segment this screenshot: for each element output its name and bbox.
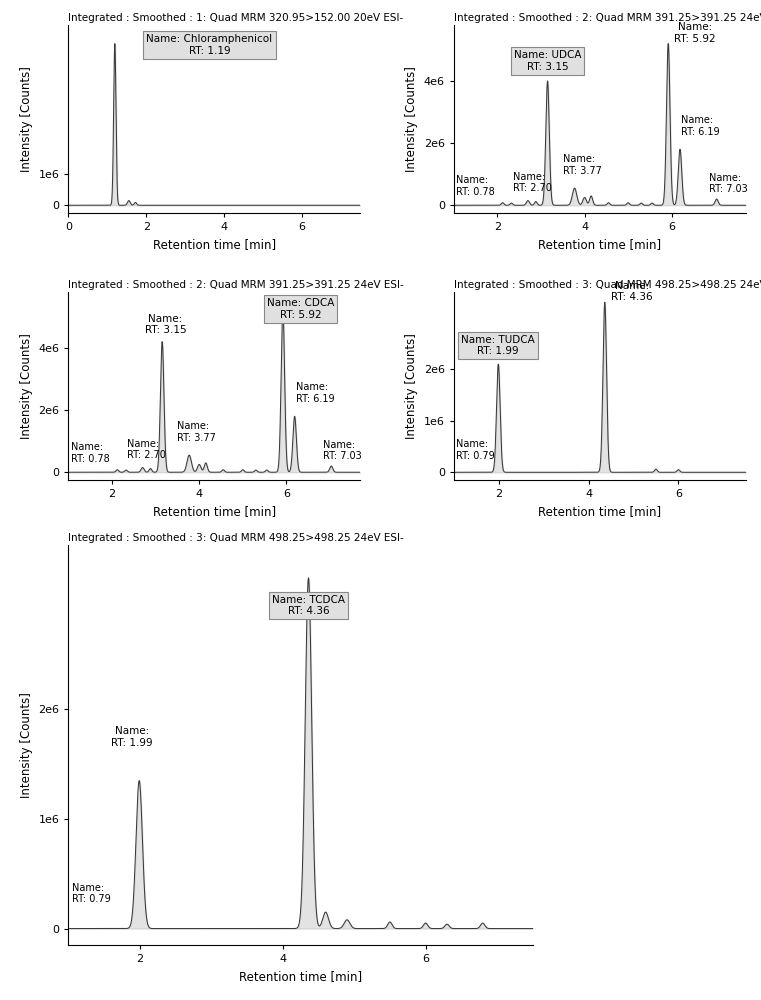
Text: Name:
RT: 5.92: Name: RT: 5.92: [674, 22, 715, 44]
Text: Name: Chloramphenicol
RT: 1.19: Name: Chloramphenicol RT: 1.19: [146, 34, 272, 56]
Text: Name:
RT: 7.03: Name: RT: 7.03: [323, 440, 362, 461]
X-axis label: Retention time [min]: Retention time [min]: [538, 505, 661, 518]
Text: Integrated : Smoothed : 3: Quad MRM 498.25>498.25 24eV ESI-: Integrated : Smoothed : 3: Quad MRM 498.…: [454, 280, 761, 290]
X-axis label: Retention time [min]: Retention time [min]: [153, 238, 276, 251]
X-axis label: Retention time [min]: Retention time [min]: [538, 238, 661, 251]
Text: Name:
RT: 6.19: Name: RT: 6.19: [296, 382, 335, 404]
Text: Name:
RT: 6.19: Name: RT: 6.19: [681, 115, 720, 137]
Y-axis label: Intensity [Counts]: Intensity [Counts]: [20, 333, 33, 439]
Y-axis label: Intensity [Counts]: Intensity [Counts]: [406, 333, 419, 439]
Y-axis label: Intensity [Counts]: Intensity [Counts]: [20, 692, 33, 798]
Text: Integrated : Smoothed : 3: Quad MRM 498.25>498.25 24eV ESI-: Integrated : Smoothed : 3: Quad MRM 498.…: [68, 533, 404, 543]
Text: Integrated : Smoothed : 2: Quad MRM 391.25>391.25 24eV ESI-: Integrated : Smoothed : 2: Quad MRM 391.…: [68, 280, 404, 290]
Text: Name:
RT: 1.99: Name: RT: 1.99: [111, 726, 153, 748]
X-axis label: Retention time [min]: Retention time [min]: [153, 505, 276, 518]
Text: Name:
RT: 7.03: Name: RT: 7.03: [708, 173, 747, 194]
Y-axis label: Intensity [Counts]: Intensity [Counts]: [406, 66, 419, 172]
Text: Name: TCDCA
RT: 4.36: Name: TCDCA RT: 4.36: [272, 595, 345, 616]
Text: Name:
RT: 0.79: Name: RT: 0.79: [72, 883, 111, 904]
Text: Name:
RT: 3.77: Name: RT: 3.77: [563, 154, 602, 176]
Text: Name:
RT: 3.15: Name: RT: 3.15: [145, 314, 186, 335]
Text: Name:
RT: 2.70: Name: RT: 2.70: [127, 439, 166, 460]
Text: Integrated : Smoothed : 1: Quad MRM 320.95>152.00 20eV ESI-: Integrated : Smoothed : 1: Quad MRM 320.…: [68, 13, 404, 23]
Text: Name:
RT: 3.77: Name: RT: 3.77: [177, 421, 216, 443]
Text: Name: CDCA
RT: 5.92: Name: CDCA RT: 5.92: [267, 298, 334, 320]
Text: Name:
RT: 0.78: Name: RT: 0.78: [456, 175, 495, 197]
Text: Name:
RT: 4.36: Name: RT: 4.36: [611, 281, 653, 302]
X-axis label: Retention time [min]: Retention time [min]: [239, 970, 362, 983]
Text: Name: TUDCA
RT: 1.99: Name: TUDCA RT: 1.99: [461, 335, 535, 356]
Text: Name:
RT: 0.78: Name: RT: 0.78: [71, 442, 110, 464]
Text: Name:
RT: 0.79: Name: RT: 0.79: [456, 439, 495, 461]
Text: Integrated : Smoothed : 2: Quad MRM 391.25>391.25 24eV ESI-: Integrated : Smoothed : 2: Quad MRM 391.…: [454, 13, 761, 23]
Text: Name:
RT: 2.70: Name: RT: 2.70: [513, 172, 552, 193]
Text: Name: UDCA
RT: 3.15: Name: UDCA RT: 3.15: [514, 50, 581, 72]
Y-axis label: Intensity [Counts]: Intensity [Counts]: [20, 66, 33, 172]
